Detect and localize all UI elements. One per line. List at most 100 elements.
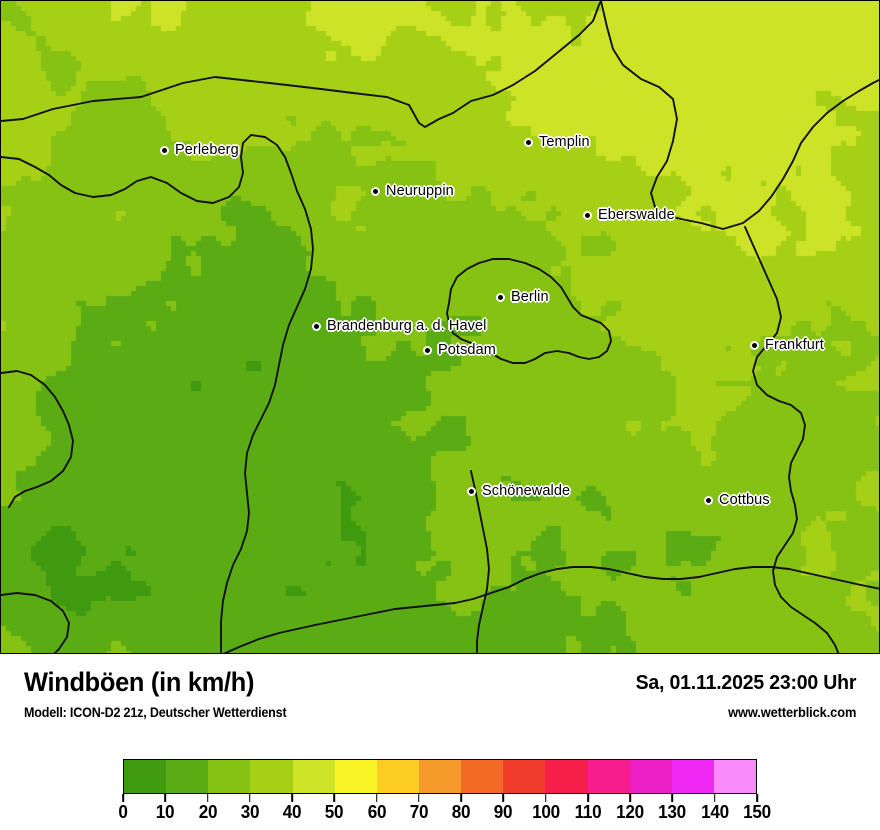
border-berlin: [446, 258, 612, 364]
colorbar-tick: [333, 794, 336, 802]
city-dot-icon: [467, 486, 476, 496]
colorbar-tick: [375, 794, 378, 802]
colorbar-tick-label: 70: [409, 802, 429, 822]
colorbar-tick-label: 100: [531, 802, 560, 822]
colorbar-gradient: [123, 759, 757, 794]
colorbar-tick: [629, 794, 631, 802]
colorbar-tick-label: 90: [494, 802, 513, 822]
colorbar-segment: [208, 760, 251, 793]
colorbar-tick: [756, 794, 758, 802]
city-label: Schönewalde: [482, 483, 571, 499]
city-marker: Frankfurt: [750, 337, 824, 353]
colorbar-tick: [248, 794, 251, 802]
colorbar-tick-label: 120: [616, 802, 645, 822]
city-marker: Templin: [524, 134, 590, 150]
colorbar-segment: [545, 760, 588, 793]
city-marker: Brandenburg a. d. Havel: [312, 318, 487, 334]
meta-block: Sa, 01.11.2025 23:00 Uhr www.wetterblick…: [624, 671, 856, 720]
model-subtitle: Modell: ICON-D2 21z, Deutscher Wetterdie…: [24, 705, 287, 721]
colorbar-tick-label: 110: [574, 802, 602, 822]
colorbar-tick: [206, 794, 209, 802]
border-west: [1, 134, 314, 653]
border-oder: [744, 226, 840, 653]
colorbar-segment: [124, 760, 167, 793]
colorbar-tick-label: 40: [282, 802, 302, 822]
colorbar-tick: [713, 794, 716, 802]
legend-header: Windböen (in km/h) Modell: ICON-D2 21z, …: [0, 654, 880, 724]
city-marker: Schönewalde: [467, 483, 570, 499]
colorbar-segment: [713, 760, 757, 793]
city-label: Berlin: [511, 289, 549, 305]
city-label: Neuruppin: [386, 183, 454, 199]
colorbar-tick-label: 20: [198, 802, 217, 822]
city-marker: Eberswalde: [583, 207, 675, 223]
colorbar-segment: [166, 760, 209, 793]
title-block: Windböen (in km/h) Modell: ICON-D2 21z, …: [24, 667, 306, 721]
wind-gust-map[interactable]: Perleberg Templin Neuruppin Eberswalde Berli…: [0, 0, 880, 654]
border-south: [223, 566, 879, 653]
colorbar-segment: [334, 760, 377, 793]
city-marker: Neuruppin: [371, 183, 454, 199]
colorbar-segment: [376, 760, 419, 793]
colorbar-tick-label: 60: [367, 802, 386, 822]
city-marker: Perleberg: [160, 142, 239, 158]
page-title: Windböen (in km/h): [24, 667, 255, 697]
colorbar-tick-label: 130: [658, 802, 687, 822]
colorbar-tick-label: 150: [743, 802, 771, 822]
colorbar-tick-labels: 0 10 20 30 40 50 60 70 80 90 100 110 120 130 140 150: [118, 802, 771, 828]
wind-gust-raster: [1, 1, 879, 653]
border-northeast: [600, 1, 879, 230]
map-borders-overlay: [1, 1, 879, 653]
city-dot-icon: [423, 345, 432, 355]
city-dot-icon: [312, 321, 321, 331]
colorbar-tick-label: 140: [700, 802, 729, 822]
colorbar-segment: [587, 760, 630, 793]
city-dot-icon: [371, 186, 380, 196]
colorbar-tick: [587, 794, 589, 802]
colorbar-tick: [502, 794, 505, 802]
colorbar-segment: [461, 760, 504, 793]
colorbar-tick: [122, 794, 124, 802]
colorbar-ticks: [122, 794, 758, 802]
border-north: [1, 1, 602, 128]
city-marker: Cottbus: [704, 492, 770, 508]
border-south-spur: [470, 470, 490, 653]
colorbar-legend: 0 10 20 30 40 50 60 70 80 90 100 110 120 130 140 150: [118, 759, 771, 828]
city-marker: Potsdam: [423, 342, 496, 358]
city-label: Frankfurt: [765, 337, 824, 353]
city-dot-icon: [496, 292, 505, 302]
colorbar-segment: [418, 760, 462, 793]
border-southwest-inner: [1, 592, 70, 653]
colorbar-tick: [164, 794, 167, 802]
colorbar-tick-label: 30: [240, 802, 260, 822]
city-dot-icon: [524, 137, 533, 147]
city-dot-icon: [160, 145, 169, 155]
colorbar-tick-label: 80: [451, 802, 471, 822]
colorbar-segment: [292, 760, 335, 793]
city-label: Potsdam: [438, 342, 496, 358]
colorbar-tick-label: 0: [118, 802, 128, 822]
legend-footer: Windböen (in km/h) Modell: ICON-D2 21z, …: [0, 654, 880, 830]
city-label: Cottbus: [719, 492, 770, 508]
colorbar-segment: [250, 760, 293, 793]
colorbar-segment: [503, 760, 546, 793]
colorbar-tick-label: 50: [325, 802, 344, 822]
forecast-timestamp: Sa, 01.11.2025 23:00 Uhr: [635, 671, 856, 694]
city-marker: Berlin: [496, 289, 549, 305]
colorbar-tick: [291, 794, 293, 802]
colorbar-tick: [460, 794, 462, 802]
city-dot-icon: [583, 210, 592, 220]
city-label: Brandenburg a. d. Havel: [327, 318, 487, 334]
city-label: Eberswalde: [598, 207, 675, 223]
colorbar-tick: [544, 794, 547, 802]
colorbar-tick: [671, 794, 674, 802]
city-label: Perleberg: [175, 142, 239, 158]
colorbar-segment: [671, 760, 714, 793]
border-west-lobe: [1, 370, 74, 508]
city-label: Templin: [539, 134, 590, 150]
colorbar-tick: [418, 794, 420, 802]
colorbar-tick-label: 10: [156, 802, 175, 822]
city-dot-icon: [704, 495, 713, 505]
site-url: www.wetterblick.com: [727, 705, 856, 720]
city-dot-icon: [750, 340, 759, 350]
